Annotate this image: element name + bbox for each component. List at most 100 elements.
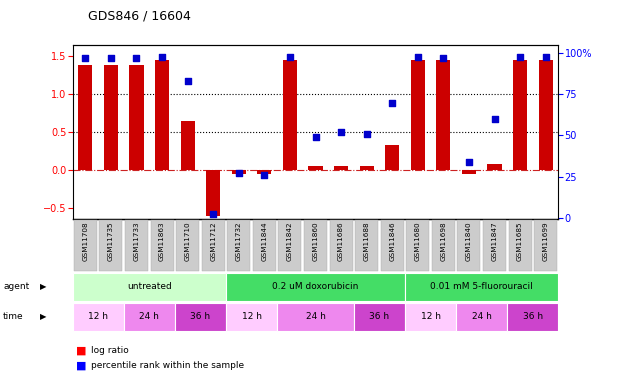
- FancyBboxPatch shape: [405, 303, 456, 331]
- Text: GSM11735: GSM11735: [108, 221, 114, 261]
- Text: 24 h: 24 h: [305, 312, 326, 321]
- FancyBboxPatch shape: [124, 303, 175, 331]
- Text: 0.01 mM 5-fluorouracil: 0.01 mM 5-fluorouracil: [430, 282, 533, 291]
- Bar: [283, 60, 297, 170]
- Text: GSM11698: GSM11698: [440, 221, 446, 261]
- FancyBboxPatch shape: [380, 220, 404, 271]
- Text: GSM11708: GSM11708: [83, 221, 88, 261]
- Text: 12 h: 12 h: [421, 312, 440, 321]
- Point: [182, 78, 192, 84]
- FancyBboxPatch shape: [74, 220, 97, 271]
- Text: untreated: untreated: [127, 282, 172, 291]
- FancyBboxPatch shape: [202, 220, 225, 271]
- Point: [387, 99, 398, 105]
- FancyBboxPatch shape: [507, 303, 558, 331]
- Text: 12 h: 12 h: [88, 312, 108, 321]
- Point: [336, 129, 346, 135]
- Point: [157, 54, 167, 60]
- Text: GSM11732: GSM11732: [236, 221, 242, 261]
- Text: 12 h: 12 h: [242, 312, 262, 321]
- FancyBboxPatch shape: [456, 303, 507, 331]
- Text: 36 h: 36 h: [523, 312, 543, 321]
- Bar: [513, 60, 527, 170]
- Text: GSM11844: GSM11844: [261, 221, 268, 261]
- FancyBboxPatch shape: [277, 303, 354, 331]
- Text: GSM11699: GSM11699: [543, 221, 548, 261]
- Text: GSM11733: GSM11733: [134, 221, 139, 261]
- FancyBboxPatch shape: [226, 303, 277, 331]
- FancyBboxPatch shape: [534, 220, 557, 271]
- FancyBboxPatch shape: [329, 220, 353, 271]
- Point: [233, 170, 244, 176]
- Bar: [360, 166, 374, 170]
- Bar: [309, 166, 322, 170]
- Bar: [436, 60, 451, 170]
- Text: ■: ■: [76, 346, 86, 355]
- Text: GSM11686: GSM11686: [338, 221, 344, 261]
- Text: GSM11860: GSM11860: [312, 221, 319, 261]
- Bar: [155, 60, 169, 170]
- Text: GSM11688: GSM11688: [363, 221, 370, 261]
- FancyBboxPatch shape: [483, 220, 506, 271]
- FancyBboxPatch shape: [457, 220, 480, 271]
- Point: [208, 211, 218, 217]
- FancyBboxPatch shape: [175, 303, 226, 331]
- Point: [259, 172, 269, 178]
- FancyBboxPatch shape: [354, 303, 405, 331]
- Text: 36 h: 36 h: [191, 312, 211, 321]
- Text: ■: ■: [76, 361, 86, 370]
- Bar: [411, 60, 425, 170]
- Bar: [257, 170, 271, 174]
- Point: [490, 116, 500, 122]
- FancyBboxPatch shape: [151, 220, 174, 271]
- FancyBboxPatch shape: [73, 273, 226, 301]
- Bar: [462, 170, 476, 174]
- Text: GSM11846: GSM11846: [389, 221, 395, 261]
- FancyBboxPatch shape: [125, 220, 148, 271]
- Bar: [488, 164, 502, 170]
- FancyBboxPatch shape: [304, 220, 327, 271]
- FancyBboxPatch shape: [406, 220, 429, 271]
- FancyBboxPatch shape: [355, 220, 378, 271]
- FancyBboxPatch shape: [278, 220, 302, 271]
- Text: ▶: ▶: [40, 282, 46, 291]
- Text: GSM11712: GSM11712: [210, 221, 216, 261]
- Text: GSM11840: GSM11840: [466, 221, 472, 261]
- Text: ▶: ▶: [40, 312, 46, 321]
- Bar: [206, 170, 220, 216]
- Text: GSM11685: GSM11685: [517, 221, 523, 261]
- FancyBboxPatch shape: [432, 220, 455, 271]
- FancyBboxPatch shape: [100, 220, 122, 271]
- Point: [413, 54, 423, 60]
- FancyBboxPatch shape: [253, 220, 276, 271]
- Point: [106, 55, 116, 61]
- Text: 0.2 uM doxorubicin: 0.2 uM doxorubicin: [273, 282, 358, 291]
- Point: [464, 159, 474, 165]
- FancyBboxPatch shape: [227, 220, 251, 271]
- Text: GSM11710: GSM11710: [185, 221, 191, 261]
- Bar: [180, 121, 195, 170]
- Point: [80, 55, 90, 61]
- FancyBboxPatch shape: [73, 303, 124, 331]
- FancyBboxPatch shape: [176, 220, 199, 271]
- Point: [310, 134, 321, 140]
- Bar: [539, 60, 553, 170]
- Bar: [78, 66, 92, 170]
- Text: 24 h: 24 h: [472, 312, 492, 321]
- Point: [541, 54, 551, 60]
- Point: [515, 54, 525, 60]
- Bar: [232, 170, 246, 174]
- Text: GSM11863: GSM11863: [159, 221, 165, 261]
- Text: 24 h: 24 h: [139, 312, 159, 321]
- Text: log ratio: log ratio: [91, 346, 129, 355]
- FancyBboxPatch shape: [226, 273, 405, 301]
- Bar: [129, 66, 143, 170]
- Point: [439, 55, 449, 61]
- Text: GSM11842: GSM11842: [287, 221, 293, 261]
- Text: 36 h: 36 h: [369, 312, 389, 321]
- Bar: [104, 66, 118, 170]
- FancyBboxPatch shape: [405, 273, 558, 301]
- Point: [285, 54, 295, 60]
- Text: time: time: [3, 312, 24, 321]
- Point: [362, 131, 372, 137]
